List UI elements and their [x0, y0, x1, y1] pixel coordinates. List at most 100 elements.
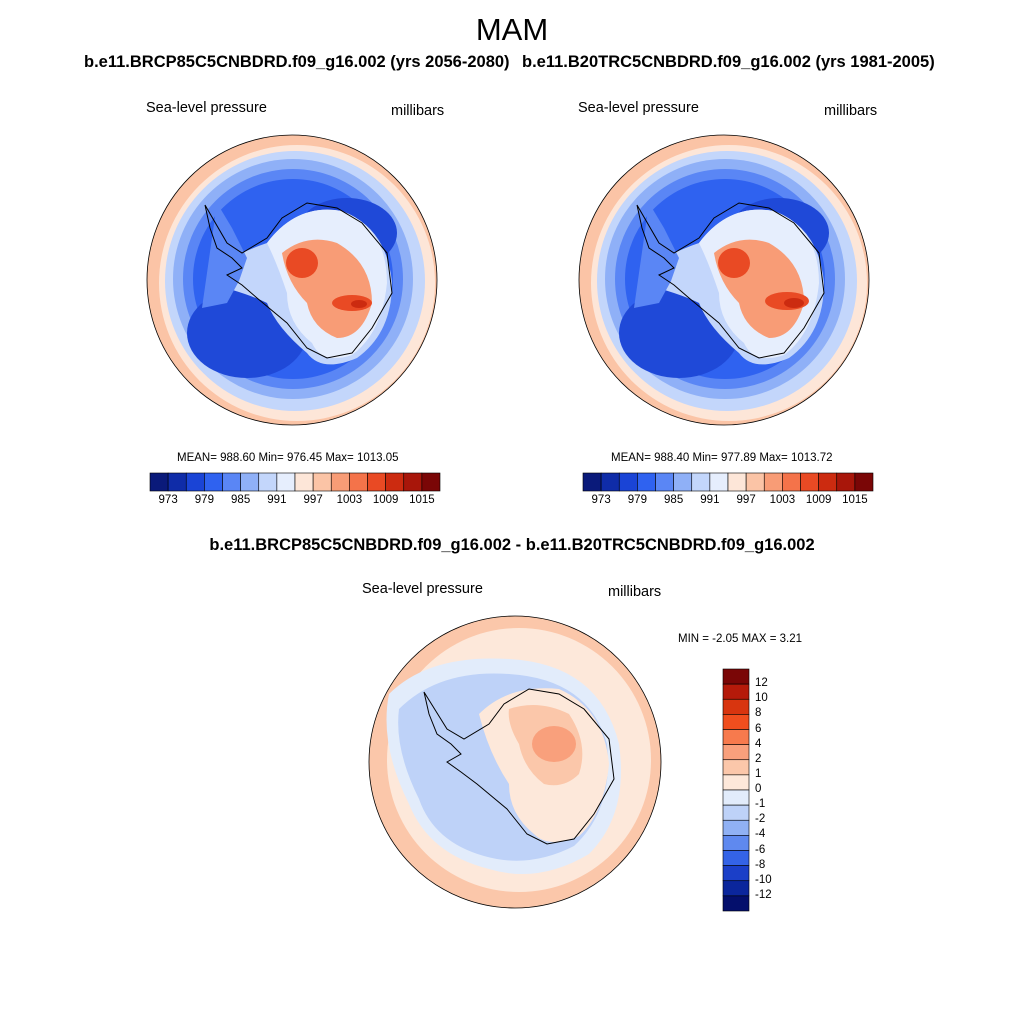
colorbar-tick-label: 6: [755, 722, 762, 735]
colorbar-tick-label: 973: [591, 494, 611, 506]
colorbar-tick-label: 997: [736, 494, 756, 506]
colorbar-tick-label: 0: [755, 783, 762, 795]
colorbar-swatch: [222, 472, 241, 492]
colorbar-swatch: [782, 472, 801, 492]
colorbar-swatch: [167, 472, 187, 492]
colorbar-swatch: [722, 835, 750, 851]
panel-3-map: [368, 615, 662, 909]
colorbar-swatch: [722, 668, 750, 685]
colorbar-tick-label: 2: [755, 752, 762, 765]
colorbar-swatch: [836, 472, 856, 492]
colorbar-swatch: [258, 472, 278, 492]
colorbar-tick-label: 1003: [336, 494, 363, 506]
map-border: [146, 134, 438, 426]
panel-2-map: [578, 134, 870, 426]
panel-2-colorbar: [582, 472, 874, 492]
colorbar-swatch: [800, 472, 819, 492]
panel-3-title: b.e11.BRCP85C5CNBDRD.f09_g16.002 - b.e11…: [209, 536, 815, 554]
map-border: [368, 615, 662, 909]
colorbar-tick-label: -4: [755, 828, 766, 841]
colorbar-tick-label: 985: [664, 494, 684, 506]
colorbar-tick-label: -1: [755, 798, 766, 811]
panel-2-contours: [579, 135, 869, 425]
colorbar-swatch: [276, 472, 296, 492]
colorbar-swatch: [727, 472, 747, 492]
colorbar-swatch: [240, 472, 260, 492]
colorbar-swatch: [330, 472, 350, 492]
colorbar-swatch: [673, 472, 693, 492]
colorbar-tick-label: -2: [755, 813, 766, 826]
colorbar-swatch: [722, 683, 750, 700]
colorbar-swatch: [618, 472, 638, 492]
colorbar-swatch: [722, 895, 750, 912]
colorbar-tick-label: 1015: [409, 494, 435, 506]
map-border: [578, 134, 870, 426]
colorbar-swatch: [722, 850, 750, 866]
antarctica-coastline: [204, 202, 393, 359]
panel-1-variable-label: Sea-level pressure: [146, 100, 267, 116]
colorbar-swatch: [818, 472, 838, 492]
map-fill: [202, 203, 247, 308]
panel-2-stats: MEAN= 988.40 Min= 977.89 Max= 1013.72: [611, 452, 833, 464]
colorbar-tick-label: 979: [194, 494, 214, 506]
colorbar-tick-label: 973: [158, 494, 178, 506]
map-fill: [286, 248, 318, 278]
panel-3-stats: MIN = -2.05 MAX = 3.21: [678, 633, 803, 645]
colorbar-swatch: [722, 819, 750, 836]
colorbar-swatch: [385, 472, 405, 492]
colorbar-swatch: [709, 472, 729, 492]
panel-1-contours: [147, 135, 437, 425]
colorbar-swatch: [294, 472, 314, 492]
colorbar-tick-label: 8: [755, 707, 762, 720]
colorbar-tick-label: 991: [700, 494, 720, 506]
colorbar-swatch: [722, 774, 750, 791]
panel-1-title: b.e11.BRCP85C5CNBDRD.f09_g16.002 (yrs 20…: [84, 53, 510, 71]
map-fill: [532, 726, 576, 762]
colorbar-tick-label: 1003: [769, 494, 796, 506]
colorbar-swatch: [185, 472, 205, 492]
colorbar-swatch: [722, 804, 750, 821]
colorbar-swatch: [722, 744, 750, 761]
colorbar-swatch: [582, 472, 602, 492]
colorbar-tick-label: -12: [755, 888, 772, 901]
colorbar-swatch: [722, 880, 750, 897]
colorbar-tick-label: 1: [755, 767, 762, 780]
colorbar-tick-label: 985: [231, 494, 251, 506]
colorbar-tick-label: -8: [755, 858, 766, 871]
colorbar-swatch: [722, 789, 750, 806]
map-fill: [784, 298, 804, 308]
panel-3-colorbar: [722, 668, 750, 912]
colorbar-tick-label: 1009: [805, 494, 832, 506]
panel-1-colorbar: [149, 472, 441, 492]
antarctica-coastline: [636, 202, 825, 359]
colorbar-tick-label: 991: [267, 494, 287, 506]
figure-title: MAM: [475, 12, 549, 47]
colorbar-swatch: [204, 472, 223, 492]
colorbar-tick-label: 12: [755, 677, 768, 690]
colorbar-swatch: [367, 472, 386, 492]
colorbar-swatch: [600, 472, 620, 492]
colorbar-tick-label: 997: [303, 494, 323, 506]
colorbar-swatch: [722, 714, 750, 730]
panel-1-units-label: millibars: [391, 103, 445, 119]
colorbar-swatch: [149, 472, 169, 492]
colorbar-swatch: [722, 729, 750, 745]
colorbar-tick-label: -10: [755, 873, 772, 886]
panel-2-title: b.e11.B20TRC5CNBDRD.f09_g16.002 (yrs 198…: [522, 53, 935, 71]
panel-3-contours: [369, 616, 661, 908]
colorbar-tick-label: 1009: [372, 494, 399, 506]
panel-3-variable-label: Sea-level pressure: [362, 581, 483, 597]
panel-3-units-label: millibars: [608, 584, 662, 600]
colorbar-swatch: [722, 759, 750, 776]
panel-2-variable-label: Sea-level pressure: [578, 100, 699, 116]
panel-3-colorbar-labels: 12 10 8 6 4 2 1 0 -1 -2 -4 -6 -8 -10 -12: [755, 669, 795, 911]
colorbar-swatch: [403, 472, 423, 492]
panel-2-units-label: millibars: [824, 103, 878, 119]
colorbar-tick-label: 4: [755, 737, 762, 750]
map-fill: [718, 248, 750, 278]
colorbar-tick-label: -6: [755, 843, 766, 856]
colorbar-swatch: [745, 472, 765, 492]
colorbar-swatch: [421, 472, 441, 492]
colorbar-swatch: [637, 472, 656, 492]
colorbar-swatch: [349, 472, 368, 492]
